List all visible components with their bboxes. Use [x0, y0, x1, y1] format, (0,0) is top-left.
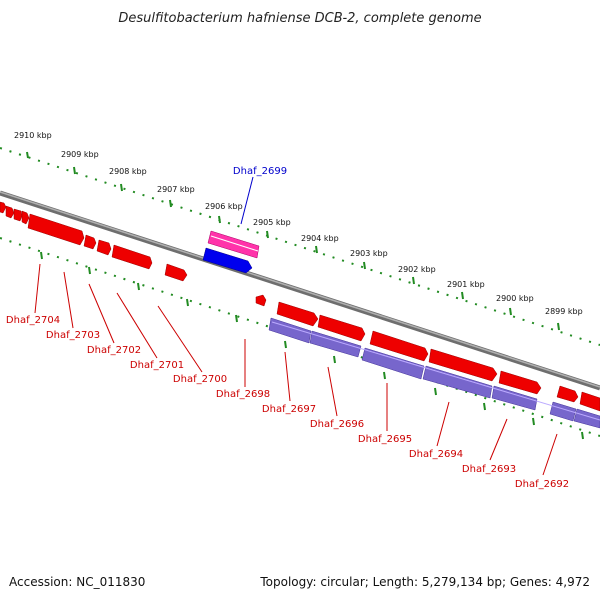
selected-gene-label[interactable]: Dhaf_2699 [233, 166, 287, 225]
kbp-label: 2905 kbp [253, 218, 291, 227]
kbp-label: 2900 kbp [496, 294, 534, 303]
gene-arrow-2693[interactable] [498, 370, 542, 395]
kbp-label: 2909 kbp [61, 150, 99, 159]
gene-arrow-2700[interactable] [164, 263, 188, 282]
gene-arrow-2692[interactable] [556, 385, 579, 403]
map-title: Desulfitobacterium hafniense DCB-2, comp… [118, 11, 481, 26]
label-dhaf-2700[interactable]: Dhaf_2700 [173, 374, 227, 385]
selected-gene-group[interactable] [202, 230, 260, 274]
gene-arrow-2696[interactable] [317, 314, 366, 342]
gene-arrow-2702[interactable] [96, 239, 112, 256]
kbp-label: 2907 kbp [157, 185, 195, 194]
gene-arrow-2694[interactable] [428, 348, 498, 382]
kbp-label: 2906 kbp [205, 202, 243, 211]
kbp-label: 2904 kbp [301, 234, 339, 243]
label-dhaf-2698[interactable]: Dhaf_2698 [216, 389, 270, 400]
gene-arrow-2703[interactable] [83, 234, 97, 250]
gene-arrow-2698[interactable] [255, 294, 267, 307]
label-dhaf-2699[interactable]: Dhaf_2699 [233, 166, 287, 177]
gene-arrow-2699-blue[interactable] [202, 247, 253, 274]
gene-arrow[interactable] [0, 201, 7, 214]
label-dhaf-2696[interactable]: Dhaf_2696 [310, 419, 364, 430]
label-dhaf-2693[interactable]: Dhaf_2693 [462, 464, 516, 475]
genome-backbone [0, 190, 600, 391]
gene-track-forward [0, 201, 600, 412]
gene-arrow[interactable] [5, 205, 15, 219]
gene-arrow-2704[interactable] [27, 213, 85, 246]
gene-labels [34, 263, 558, 476]
cds-block[interactable] [361, 347, 425, 380]
outer-major-ticks [26, 151, 560, 331]
cds-block[interactable] [422, 365, 493, 399]
label-dhaf-2702[interactable]: Dhaf_2702 [87, 345, 141, 356]
kbp-label: 2910 kbp [14, 131, 52, 140]
gene-label-texts: Dhaf_2704 Dhaf_2703 Dhaf_2702 Dhaf_2701 … [6, 315, 569, 490]
gene-arrow[interactable] [13, 208, 23, 222]
kbp-label: 2899 kbp [545, 307, 583, 316]
gene-arrow-2697[interactable] [276, 301, 319, 327]
label-dhaf-2701[interactable]: Dhaf_2701 [130, 360, 184, 371]
label-dhaf-2694[interactable]: Dhaf_2694 [409, 449, 463, 460]
label-dhaf-2697[interactable]: Dhaf_2697 [262, 404, 316, 415]
summary-text: Topology: circular; Length: 5,279,134 bp… [259, 575, 590, 589]
kbp-scale: 2910 kbp 2909 kbp 2908 kbp 2907 kbp 2906… [14, 131, 583, 316]
accession-text: Accession: NC_011830 [9, 575, 145, 589]
kbp-label: 2902 kbp [398, 265, 436, 274]
label-dhaf-2703[interactable]: Dhaf_2703 [46, 330, 100, 341]
inner-major-ticks [40, 251, 584, 440]
kbp-label: 2901 kbp [447, 280, 485, 289]
cds-block[interactable] [491, 385, 538, 411]
gene-arrow[interactable] [579, 391, 600, 412]
gene-arrow[interactable] [21, 210, 30, 225]
gene-arrow-2701[interactable] [111, 244, 153, 270]
gene-arrow-2699-pink[interactable] [207, 230, 260, 259]
kbp-label: 2903 kbp [350, 249, 388, 258]
gene-arrow-2695[interactable] [369, 330, 429, 362]
cds-track [268, 317, 600, 429]
label-dhaf-2692[interactable]: Dhaf_2692 [515, 479, 569, 490]
label-dhaf-2695[interactable]: Dhaf_2695 [358, 434, 412, 445]
label-dhaf-2704[interactable]: Dhaf_2704 [6, 315, 60, 326]
kbp-label: 2908 kbp [109, 167, 147, 176]
